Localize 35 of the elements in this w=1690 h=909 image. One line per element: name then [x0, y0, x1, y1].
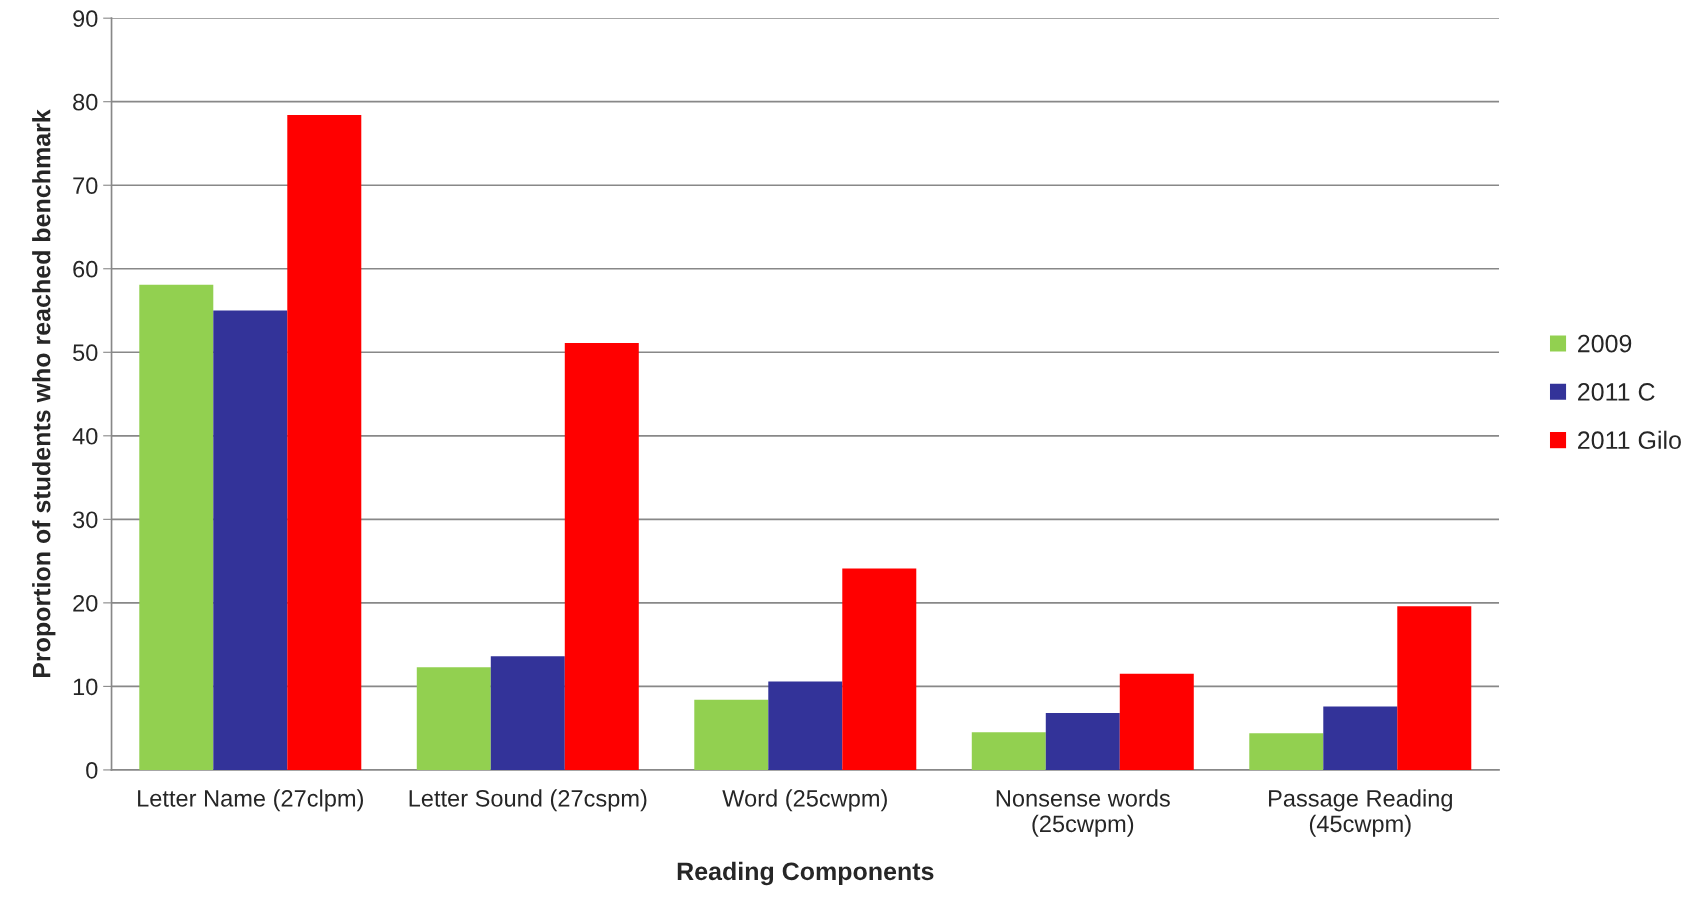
bar	[564, 343, 639, 770]
y-tick-label: 70	[73, 177, 98, 195]
bar	[842, 568, 917, 770]
bar	[213, 310, 288, 770]
bar	[1397, 606, 1472, 770]
y-tick-label: 90	[73, 10, 98, 27]
legend-label: 2011 Gilo	[1578, 430, 1681, 450]
x-tick-label: Letter Sound (27cspm)	[409, 789, 647, 812]
y-tick-label: 60	[73, 260, 98, 278]
bar	[490, 656, 565, 770]
bar	[971, 732, 1046, 770]
y-tick-label: 50	[73, 344, 98, 362]
x-axis-title: Reading Components	[677, 861, 934, 886]
y-axis-title: Proportion of students who reached benchmark	[32, 109, 56, 678]
bar	[768, 681, 843, 770]
y-tick-label: 20	[73, 594, 98, 612]
bar	[139, 284, 214, 770]
bar	[694, 699, 769, 770]
y-tick-label: 0	[86, 761, 98, 779]
x-tick-label: Word (25cwpm)	[722, 789, 887, 812]
bar	[1119, 673, 1194, 770]
bar	[416, 667, 491, 770]
x-tick-label: Passage Reading (45cwpm)	[1269, 789, 1452, 837]
legend-label: 2009	[1578, 334, 1632, 353]
legend-label: 2011 C	[1578, 383, 1655, 401]
bar	[1323, 706, 1398, 770]
y-tick-label: 40	[72, 427, 98, 445]
y-tick-label: 80	[73, 93, 98, 111]
y-tick-label: 30	[72, 511, 98, 529]
bar	[1249, 733, 1324, 770]
bar	[1045, 713, 1120, 770]
x-tick-label: Letter Name (27clpm)	[138, 789, 363, 812]
bar	[287, 115, 362, 770]
y-tick-label: 10	[73, 678, 98, 696]
x-tick-label: Nonsense words (25cwpm)	[996, 789, 1170, 837]
